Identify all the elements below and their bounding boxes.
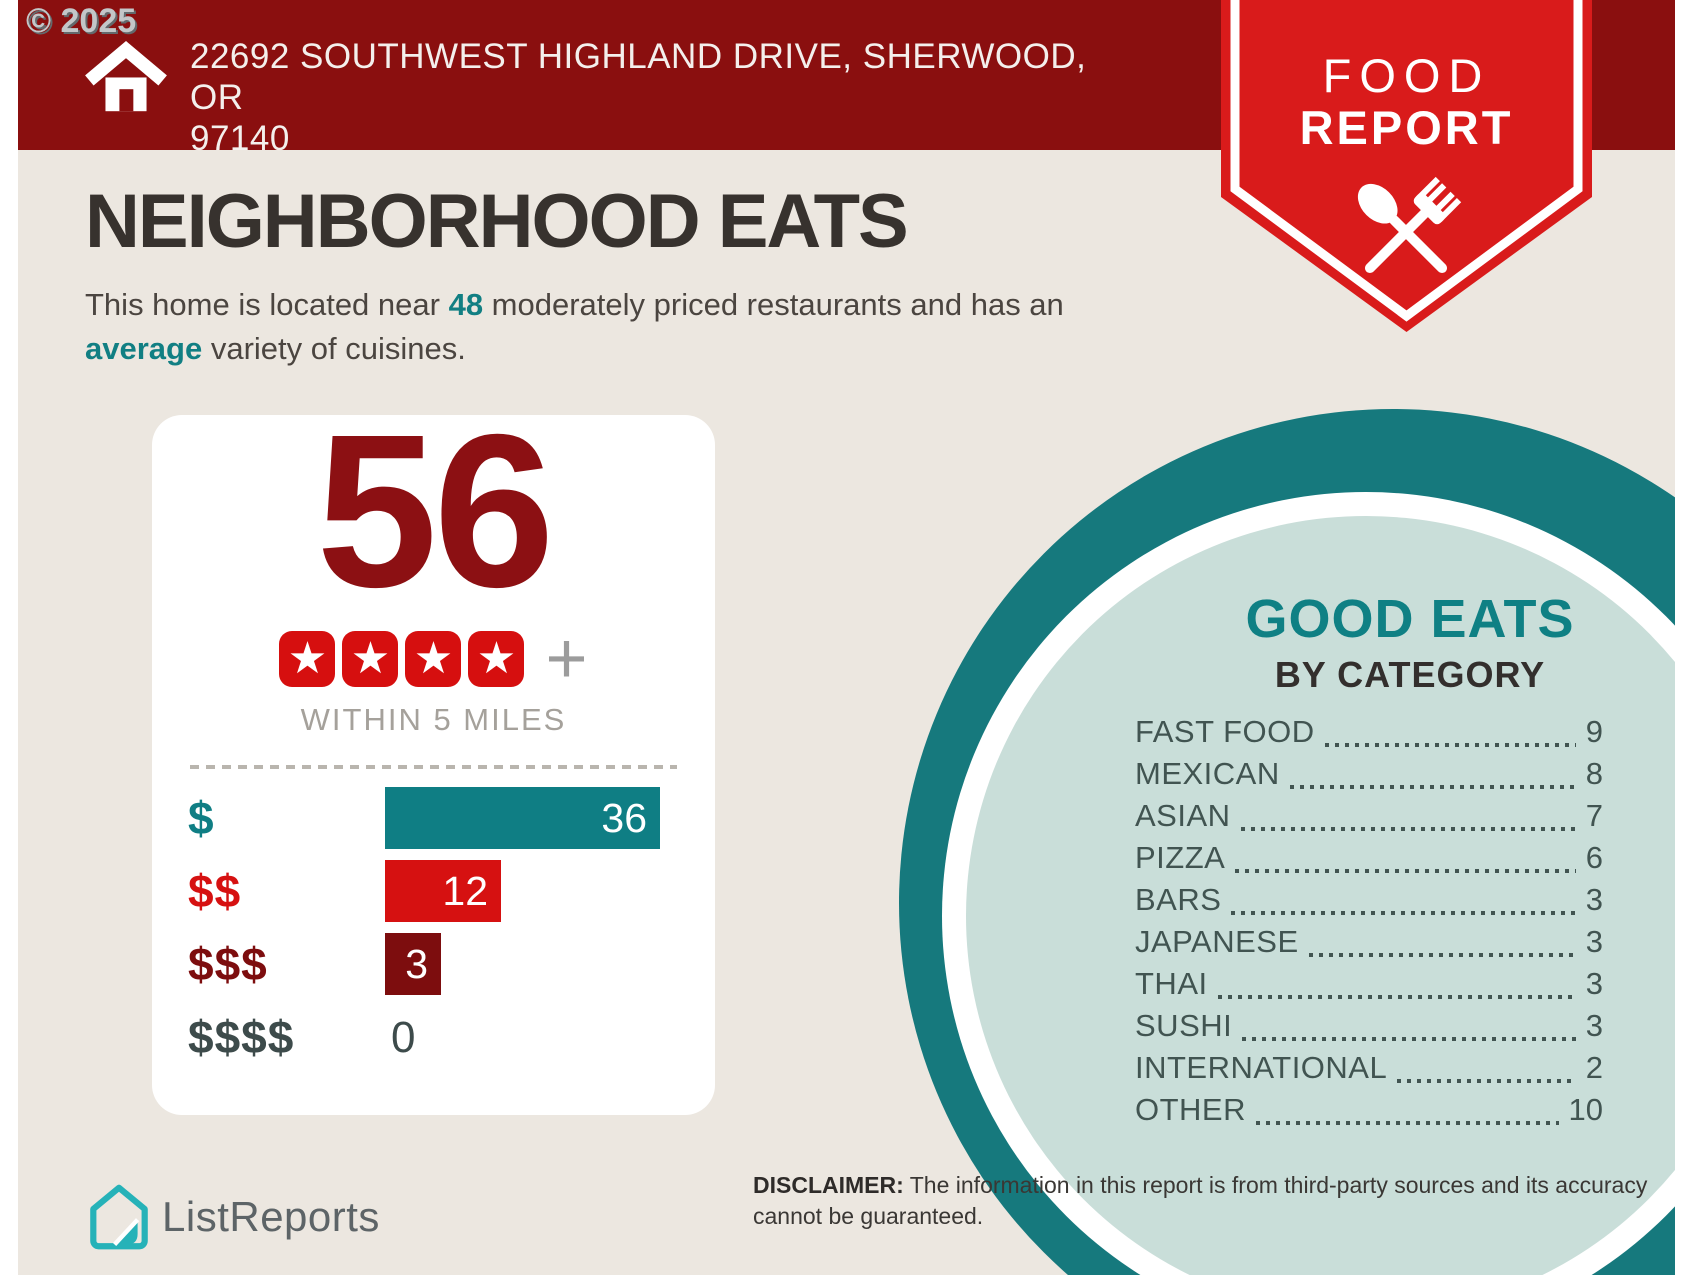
badge-shape — [1221, 0, 1592, 332]
star-icon: ★ — [342, 631, 399, 687]
bar-value: 3 — [405, 940, 428, 987]
home-icon — [85, 40, 167, 112]
category-label: THAI — [1135, 966, 1208, 1001]
category-label: ASIAN — [1135, 798, 1231, 833]
page-title: NEIGHBORHOOD EATS — [85, 179, 909, 264]
star-icon: ★ — [405, 631, 462, 687]
poster-background: 22692 SOUTHWEST HIGHLAND DRIVE, SHERWOOD… — [18, 0, 1675, 1275]
good-eats-subtitle: BY CATEGORY — [1274, 654, 1546, 695]
category-count: 3 — [1585, 924, 1603, 959]
price-label: $$ — [188, 865, 242, 917]
price-bar: 36 — [385, 787, 660, 849]
star-icon: ★ — [468, 631, 525, 687]
address-line2: 97140 — [190, 119, 290, 158]
food-report-badge: FOOD REPORT — [1221, 0, 1592, 340]
category-label: OTHER — [1135, 1092, 1246, 1127]
category-row: ASIAN 7 — [1135, 798, 1603, 840]
category-row: SUSHI 3 — [1135, 1008, 1603, 1050]
within-miles-label: WITHIN 5 MILES — [300, 702, 567, 737]
dotted-leader — [1217, 995, 1576, 999]
dotted-leader — [1256, 1121, 1559, 1125]
category-list: FAST FOOD 9 MEXICAN 8 ASIAN 7 PIZZA 6 BARS 3 JAPAN… — [1135, 714, 1603, 1134]
price-bar: 3 — [385, 933, 441, 995]
category-count: 9 — [1585, 714, 1603, 749]
badge-title-report: REPORT — [1299, 101, 1514, 154]
bar-zone: 3 — [385, 933, 697, 995]
category-count: 6 — [1585, 840, 1603, 875]
category-count: 10 — [1568, 1092, 1603, 1127]
listreports-wordmark: ListReports — [162, 1193, 380, 1240]
dotted-leader — [1308, 953, 1576, 957]
price-row-$: $36 — [188, 787, 697, 849]
intro-mid: moderately priced restaurants and has an — [483, 287, 1064, 322]
bar-value: 36 — [601, 794, 647, 841]
bar-zone: 36 — [385, 787, 697, 849]
category-count: 2 — [1585, 1050, 1603, 1085]
category-row: BARS 3 — [1135, 882, 1603, 924]
category-count: 3 — [1585, 882, 1603, 917]
intro-pre: This home is located near — [85, 287, 449, 322]
bar-zone: 12 — [385, 860, 697, 922]
price-label: $$$$ — [188, 1011, 295, 1063]
intro-post: variety of cuisines. — [202, 331, 466, 366]
intro-paragraph: This home is located near 48 moderately … — [85, 283, 1100, 371]
dashed-divider — [190, 765, 677, 769]
dotted-leader — [1231, 911, 1576, 915]
category-label: FAST FOOD — [1135, 714, 1315, 749]
category-row: FAST FOOD 9 — [1135, 714, 1603, 756]
price-label: $ — [188, 792, 215, 844]
plus-icon: + — [545, 619, 588, 699]
bar-value-zero: 0 — [391, 1013, 416, 1062]
dotted-leader — [1289, 785, 1576, 789]
category-label: BARS — [1135, 882, 1222, 917]
price-bar: 12 — [385, 860, 501, 922]
price-row-$$$$: $$$$ 0 — [188, 1006, 697, 1068]
category-row: PIZZA 6 — [1135, 840, 1603, 882]
price-level-bar-chart: $36 $$ 12 $$$ 3 $$$$ 0 — [188, 787, 697, 1079]
category-row: INTERNATIONAL 2 — [1135, 1050, 1603, 1092]
dotted-leader — [1235, 869, 1576, 873]
copyright-watermark: © 2025 — [26, 2, 137, 40]
dotted-leader — [1240, 827, 1576, 831]
intro-highlight: average — [85, 331, 203, 366]
price-label: $$$ — [188, 938, 268, 990]
address-line1: 22692 SOUTHWEST HIGHLAND DRIVE, SHERWOOD… — [190, 37, 1087, 117]
category-label: JAPANESE — [1135, 924, 1299, 959]
good-eats-header: GOOD EATS BY CATEGORY — [1160, 588, 1660, 696]
dotted-leader — [1324, 743, 1576, 747]
star-rating: ★ ★ ★ ★ + — [152, 623, 715, 695]
price-row-$$: $$ 12 — [188, 860, 697, 922]
category-row: OTHER 10 — [1135, 1092, 1603, 1134]
price-row-$$$: $$$ 3 — [188, 933, 697, 995]
property-address: 22692 SOUTHWEST HIGHLAND DRIVE, SHERWOOD… — [190, 36, 1090, 159]
category-row: MEXICAN 8 — [1135, 756, 1603, 798]
disclaimer-text: DISCLAIMER: The information in this repo… — [753, 1172, 1648, 1229]
category-count: 8 — [1585, 756, 1603, 791]
spoon-fork-icon — [1357, 176, 1462, 274]
category-row: JAPANESE 3 — [1135, 924, 1603, 966]
score-card: 56 ★ ★ ★ ★ + WITHIN 5 MILES $36 $$ 12 $$$ 3 $$$$ 0 — [152, 403, 715, 1115]
restaurant-score: 56 — [316, 390, 554, 633]
dotted-leader — [1397, 1079, 1576, 1083]
category-count: 3 — [1585, 966, 1603, 1001]
bar-value: 12 — [442, 867, 488, 914]
dotted-leader — [1242, 1037, 1576, 1041]
category-label: MEXICAN — [1135, 756, 1280, 791]
category-label: INTERNATIONAL — [1135, 1050, 1388, 1085]
category-count: 3 — [1585, 1008, 1603, 1043]
category-row: THAI 3 — [1135, 966, 1603, 1008]
disclaimer-label: DISCLAIMER: — [753, 1172, 904, 1198]
category-count: 7 — [1585, 798, 1603, 833]
listreports-logo-icon — [90, 1184, 148, 1250]
intro-count: 48 — [448, 287, 484, 322]
category-label: PIZZA — [1135, 840, 1226, 875]
bar-zone: 0 — [385, 1006, 697, 1068]
good-eats-title: GOOD EATS — [1245, 589, 1575, 649]
listreports-brand: ListReports — [88, 1182, 380, 1252]
star-icon: ★ — [279, 631, 336, 687]
badge-title-food: FOOD — [1322, 49, 1491, 102]
category-label: SUSHI — [1135, 1008, 1233, 1043]
